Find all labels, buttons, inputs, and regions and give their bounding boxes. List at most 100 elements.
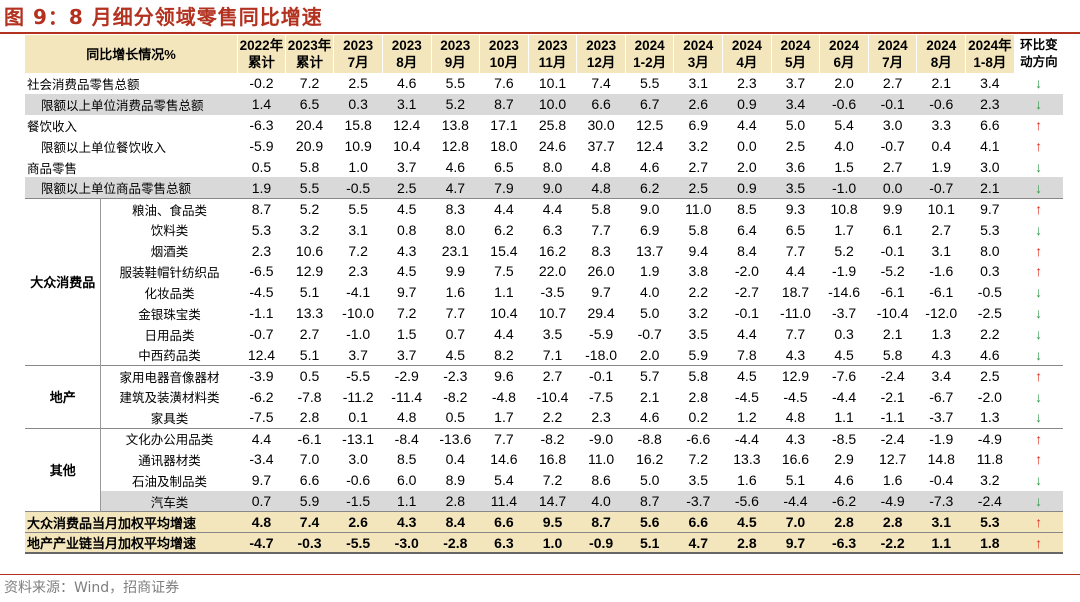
value-cell: 0.2	[688, 409, 709, 426]
value-cell: 8.0	[445, 221, 466, 238]
value-cell: 9.3	[771, 197, 820, 220]
value-cell: 0.5	[251, 159, 272, 175]
value-cell: -2.4	[965, 490, 1015, 512]
direction-arrow-icon: ↑	[1014, 511, 1063, 533]
direction-arrow-icon: ↑	[1035, 242, 1043, 259]
value-cell: 2.8	[431, 490, 480, 512]
value-cell: 2.5	[785, 138, 806, 155]
row-label: 社会消费品零售总额	[27, 76, 140, 92]
value-cell: -5.5	[333, 532, 383, 555]
value-cell: 3.0	[348, 451, 368, 468]
value-cell: 8.2	[494, 346, 514, 363]
row-label: 中西药品类	[138, 348, 201, 364]
value-cell: 4.6	[396, 75, 417, 92]
value-cell: 14.6	[490, 451, 518, 468]
value-cell: 4.4	[528, 197, 577, 220]
value-cell: -4.4	[832, 388, 857, 405]
value-cell: 9.4	[688, 242, 709, 259]
value-cell: 3.1	[688, 75, 709, 92]
value-cell: -7.8	[297, 388, 322, 405]
value-cell: 4.6	[980, 346, 1000, 363]
value-cell: 6.3	[479, 532, 529, 555]
summary-label: 大众消费品当月加权平均增速	[25, 511, 238, 533]
value-cell: -0.6	[819, 93, 869, 115]
value-cell: 2.3	[737, 75, 757, 92]
value-cell: 24.6	[538, 138, 567, 155]
column-header-sub: 6月	[833, 55, 855, 70]
column-header-sub: 11月	[538, 55, 567, 70]
value-cell: 2.3	[591, 409, 611, 426]
column-header-period: 2022年	[239, 38, 284, 53]
value-cell: -2.4	[868, 427, 917, 450]
value-cell: -0.1	[880, 242, 905, 259]
value-cell: 4.3	[771, 427, 820, 450]
column-header-period: 2024	[926, 38, 957, 53]
value-cell: 17.1	[490, 117, 518, 134]
value-cell: 6.3	[542, 221, 563, 238]
value-cell: -3.7	[832, 305, 857, 322]
direction-arrow-icon: ↓	[1035, 159, 1043, 175]
column-header-sub: 7月	[882, 55, 904, 70]
value-cell: 3.1	[382, 93, 432, 115]
value-cell: 2.1	[882, 326, 903, 343]
value-cell: 10.8	[819, 197, 869, 220]
value-cell: 7.4	[591, 75, 611, 92]
value-cell: 6.5	[285, 93, 334, 115]
value-cell: 6.9	[639, 221, 660, 238]
table-row: 烟酒类 2.3 10.6 7.2 4.3 23.1 15.4 16.2 8.3 13.7 9.4 8.…	[25, 240, 1063, 261]
value-cell: 2.3	[348, 263, 368, 280]
row-label: 烟酒类	[150, 244, 189, 260]
value-cell: 11.4	[479, 490, 529, 512]
value-cell: 2.6	[673, 93, 723, 115]
value-cell: 6.5	[494, 159, 514, 175]
value-cell: 3.5	[542, 326, 563, 343]
value-cell: 0.5	[445, 409, 466, 426]
value-cell: 4.4	[479, 197, 529, 220]
value-cell: 1.9	[237, 177, 286, 199]
value-cell: 18.0	[490, 138, 518, 155]
header-label: 同比增长情况%	[25, 35, 238, 73]
value-cell: 6.0	[396, 472, 417, 489]
table-row: 餐饮收入 -6.3 20.4 15.8 12.4 13.8 17.1 25.8 30.0 12.5…	[25, 115, 1063, 136]
value-cell: 3.1	[916, 511, 966, 533]
column-header: 2024 3月	[673, 35, 723, 73]
table-row: 社会消费品零售总额 -0.2 7.2 2.5 4.6 5.5 7.6 10.1 7.4 5.5 3.…	[25, 73, 1063, 94]
column-header: 2023 10月	[479, 35, 529, 73]
direction-arrow-icon: ↑	[1014, 197, 1063, 220]
column-header-sub: 9月	[444, 55, 466, 70]
direction-arrow-icon: ↑	[1014, 427, 1063, 450]
column-header-period: 2024	[634, 38, 665, 53]
value-cell: -10.4	[536, 388, 569, 405]
direction-arrow-icon: ↓	[1035, 284, 1043, 301]
value-cell: 5.5	[285, 177, 334, 199]
value-cell: 2.1	[639, 388, 660, 405]
value-cell: 4.3	[396, 242, 417, 259]
value-cell: -11.4	[391, 388, 423, 405]
value-cell: -7.3	[916, 490, 966, 512]
direction-arrow-icon: ↓	[1035, 346, 1043, 363]
value-cell: 9.9	[868, 197, 917, 220]
value-cell: 4.8	[576, 177, 626, 199]
value-cell: 7.7	[785, 326, 806, 343]
value-cell: -5.9	[589, 326, 614, 343]
value-cell: -5.9	[249, 138, 274, 155]
value-cell: 16.6	[781, 451, 810, 468]
value-cell: 4.3	[785, 346, 806, 363]
direction-arrow-icon: ↑	[1014, 364, 1063, 387]
value-cell: 4.8	[785, 409, 806, 426]
value-cell: 5.3	[980, 221, 1000, 238]
value-cell: 2.8	[688, 388, 709, 405]
value-cell: 4.0	[834, 138, 854, 155]
value-cell: 10.7	[538, 305, 567, 322]
column-header-sub: 1-8月	[973, 55, 1007, 70]
direction-header: 环比变 动方向	[1013, 35, 1063, 73]
column-header: 2024 4月	[722, 35, 772, 73]
value-cell: -6.3	[819, 532, 869, 555]
value-cell: 1.7	[834, 221, 854, 238]
value-cell: 1.3	[931, 326, 951, 343]
value-cell: 8.4	[737, 242, 757, 259]
table-row: 限额以上单位商品零售总额 1.9 5.5 -0.5 2.5 4.7 7.9 9.0 4.8 6.2…	[25, 177, 1063, 199]
direction-arrow-icon: ↑	[1035, 117, 1043, 134]
value-cell: -6.1	[880, 284, 905, 301]
value-cell: 7.1	[542, 346, 563, 363]
